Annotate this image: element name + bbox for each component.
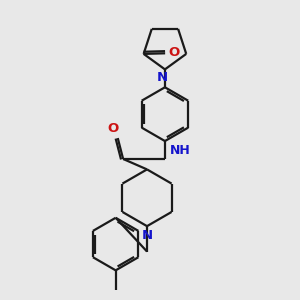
Text: N: N [157, 71, 168, 84]
Text: O: O [108, 122, 119, 135]
Text: NH: NH [169, 144, 190, 157]
Text: N: N [142, 229, 153, 242]
Text: O: O [168, 46, 179, 59]
